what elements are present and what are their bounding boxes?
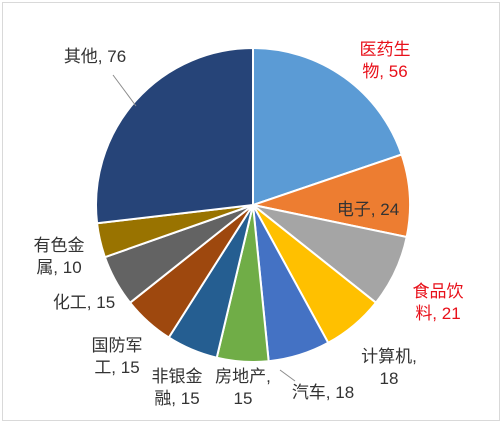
pie-slice <box>95 46 254 225</box>
slice-label-line: 有色金 <box>34 236 85 255</box>
slice-label: 其他, 76 <box>64 47 126 66</box>
slice-label: 房地产, 15 <box>215 367 271 408</box>
slice-label-line: 工, 15 <box>94 358 139 377</box>
leader-line <box>112 74 137 107</box>
slice-label-line: 其他, 76 <box>64 47 126 66</box>
slice-label: 汽车, 18 <box>292 383 354 402</box>
slice-label-line: 房地产, <box>215 367 271 386</box>
slice-label-line: 物, 56 <box>362 62 407 81</box>
slice-label-line: 电子, 24 <box>337 200 399 219</box>
slice-label: 电子, 24 <box>337 200 399 219</box>
slice-label-line: 食品饮 <box>413 282 464 301</box>
slice-label-line: 15 <box>234 389 253 408</box>
slice-label: 医药生物, 56 <box>360 40 411 81</box>
slice-label-line: 料, 21 <box>415 304 460 323</box>
slice-label: 食品饮料, 21 <box>413 282 464 323</box>
leader-line <box>279 369 296 382</box>
slice-label-line: 融, 15 <box>154 389 199 408</box>
slice-label: 化工, 15 <box>53 293 115 312</box>
pie-slice <box>249 153 411 239</box>
pie-slice <box>252 46 403 207</box>
slice-label-line: 非银金 <box>152 367 203 386</box>
slice-label-line: 计算机, <box>361 347 417 366</box>
leader-lines <box>112 74 296 382</box>
slice-label: 国防军工, 15 <box>92 336 143 377</box>
data-labels: 医药生物, 56 电子, 24 食品饮料, 21 计算机, 18 汽车, 18 房地产, 15… <box>34 40 464 408</box>
slice-label-line: 汽车, 18 <box>292 383 354 402</box>
slice-label-line: 化工, 15 <box>53 293 115 312</box>
slice-label: 非银金融, 15 <box>152 367 203 408</box>
slice-label-line: 医药生 <box>360 40 411 59</box>
pie-slices <box>95 46 411 363</box>
slice-label-line: 属, 10 <box>36 258 81 277</box>
slice-label-line: 国防军 <box>92 336 143 355</box>
slice-label-line: 18 <box>380 369 399 388</box>
slice-label: 有色金属, 10 <box>34 236 85 277</box>
slice-label: 计算机, 18 <box>361 347 417 388</box>
